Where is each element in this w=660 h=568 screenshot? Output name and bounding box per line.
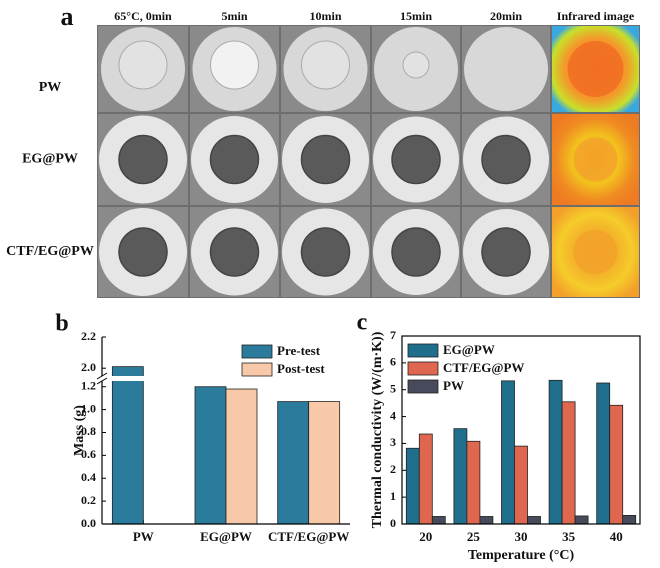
panel-label: a xyxy=(61,2,74,31)
y-tick-label: 0 xyxy=(390,516,396,530)
legend-label: Pre-test xyxy=(277,343,321,358)
composite-sample xyxy=(209,227,260,277)
legend-swatch xyxy=(407,361,439,376)
y-tick-label: 1 xyxy=(390,489,396,503)
y-tick-label: 2.0 xyxy=(81,360,96,374)
bar xyxy=(514,445,528,525)
bar xyxy=(431,516,446,525)
bar xyxy=(466,440,481,525)
y-tick-label: 2 xyxy=(390,462,396,476)
y-tick-label: 6 xyxy=(390,355,396,369)
row-label: PW xyxy=(39,80,62,95)
composite-sample xyxy=(209,134,260,185)
panel-label: c xyxy=(357,310,368,336)
y-tick-label: 1.2 xyxy=(81,378,96,392)
x-tick-label: PW xyxy=(133,529,154,544)
bar xyxy=(574,515,589,525)
bar xyxy=(609,404,624,525)
bar xyxy=(194,386,227,525)
bar xyxy=(527,516,541,525)
bar xyxy=(548,379,563,525)
y-axis-title: Mass (g) xyxy=(72,405,87,456)
composite-sample xyxy=(391,134,441,185)
x-tick-label: 25 xyxy=(467,529,481,544)
y-tick-label: 0.8 xyxy=(81,424,96,438)
row-label: CTF/EG@PW xyxy=(6,244,94,259)
y-tick-label: 0.6 xyxy=(81,447,96,461)
bar xyxy=(453,428,468,525)
panel-label: b xyxy=(55,311,68,337)
bar xyxy=(111,366,144,525)
column-header: 15min xyxy=(400,9,432,23)
legend-swatch xyxy=(407,379,439,394)
composite-sample xyxy=(118,227,168,277)
y-tick-label: 4 xyxy=(390,408,396,422)
infrared-sample xyxy=(573,137,618,182)
bar xyxy=(561,401,576,525)
pw-sample xyxy=(118,40,168,90)
composite-sample xyxy=(391,227,441,277)
composite-sample xyxy=(300,134,351,185)
y-tick-label: 0.0 xyxy=(81,516,96,530)
legend-swatch xyxy=(241,362,273,377)
bar xyxy=(501,380,515,525)
x-tick-label: 30 xyxy=(515,529,528,544)
bar xyxy=(479,516,494,525)
legend-label: CTF/EG@PW xyxy=(443,360,524,375)
y-tick-label: 2.2 xyxy=(81,329,96,343)
column-header: Infrared image xyxy=(557,9,635,23)
y-tick-label: 7 xyxy=(390,328,396,342)
column-header: 20min xyxy=(490,9,522,23)
bar xyxy=(622,515,637,525)
y-tick-label: 0.2 xyxy=(81,493,96,507)
legend-label: PW xyxy=(443,378,464,393)
bar xyxy=(418,433,433,525)
photo-grid: 65°C, 0min 5min 10min 15min 20min Infrared im… xyxy=(6,9,640,298)
break-mark xyxy=(96,372,108,380)
x-tick-label: EG@PW xyxy=(200,529,252,544)
y-tick-label: 1.0 xyxy=(81,401,96,415)
plot-frame xyxy=(401,335,641,525)
infrared-sample xyxy=(567,41,624,97)
sample-holder xyxy=(464,27,548,111)
x-tick-label: 20 xyxy=(419,529,432,544)
column-header: 10min xyxy=(309,9,341,23)
y-axis-title: Thermal conductivity (W/(m·K)) xyxy=(370,331,385,528)
bar xyxy=(308,401,341,525)
bar xyxy=(277,401,310,525)
x-tick-label: 40 xyxy=(610,529,623,544)
legend-swatch xyxy=(241,344,273,359)
composite-sample xyxy=(481,134,531,185)
bar xyxy=(596,382,611,525)
infrared-sample xyxy=(573,230,618,274)
x-tick-label: CTF/EG@PW xyxy=(268,529,349,544)
bar xyxy=(405,447,420,525)
legend-swatch xyxy=(407,343,439,358)
legend-label: Post-test xyxy=(277,361,325,376)
pw-sample xyxy=(301,40,350,90)
x-tick-label: 35 xyxy=(562,529,576,544)
legend-label: EG@PW xyxy=(443,342,495,357)
pw-sample xyxy=(402,51,430,79)
axis-break xyxy=(96,376,350,381)
composite-sample xyxy=(300,227,351,277)
break-mark xyxy=(96,377,108,385)
composite-sample xyxy=(481,227,531,277)
composite-sample xyxy=(118,134,168,185)
column-header: 65°C, 0min xyxy=(114,9,172,23)
x-axis-title: Temperature (°C) xyxy=(468,548,575,563)
y-tick-label: 0.4 xyxy=(81,470,96,484)
y-tick-label: 5 xyxy=(390,381,396,395)
y-tick-label: 3 xyxy=(390,435,396,449)
bar xyxy=(225,388,258,525)
column-header: 5min xyxy=(221,9,247,23)
pw-sample xyxy=(210,40,259,90)
row-label: EG@PW xyxy=(22,152,78,167)
